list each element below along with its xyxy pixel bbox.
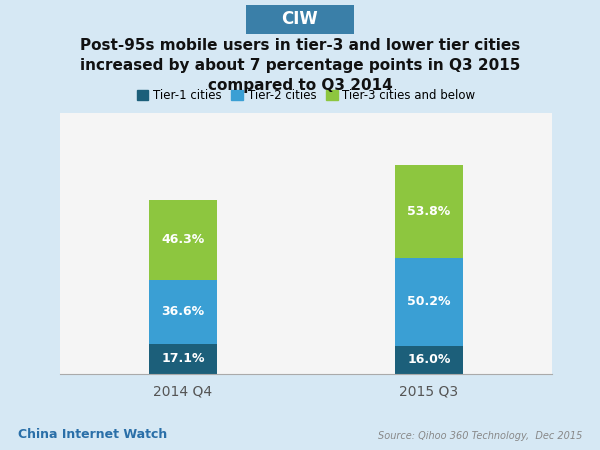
Text: CIW: CIW bbox=[281, 10, 319, 28]
Text: 46.3%: 46.3% bbox=[161, 233, 205, 246]
Bar bbox=[149, 199, 217, 280]
Text: China Internet Watch: China Internet Watch bbox=[18, 428, 167, 441]
Text: Source: Qihoo 360 Technology,  Dec 2015: Source: Qihoo 360 Technology, Dec 2015 bbox=[377, 431, 582, 441]
Text: 36.6%: 36.6% bbox=[161, 306, 205, 319]
Text: Post-95s mobile users in tier-3 and lower tier cities
increased by about 7 perce: Post-95s mobile users in tier-3 and lowe… bbox=[80, 38, 520, 93]
Bar bbox=[395, 346, 463, 374]
Bar bbox=[395, 165, 463, 258]
Text: 50.2%: 50.2% bbox=[407, 296, 451, 309]
Bar bbox=[149, 280, 217, 344]
Text: 17.1%: 17.1% bbox=[161, 352, 205, 365]
Legend: Tier-1 cities, Tier-2 cities, Tier-3 cities and below: Tier-1 cities, Tier-2 cities, Tier-3 cit… bbox=[132, 85, 480, 107]
Text: 16.0%: 16.0% bbox=[407, 353, 451, 366]
Bar bbox=[149, 344, 217, 374]
Text: 53.8%: 53.8% bbox=[407, 205, 451, 218]
Bar bbox=[395, 258, 463, 346]
